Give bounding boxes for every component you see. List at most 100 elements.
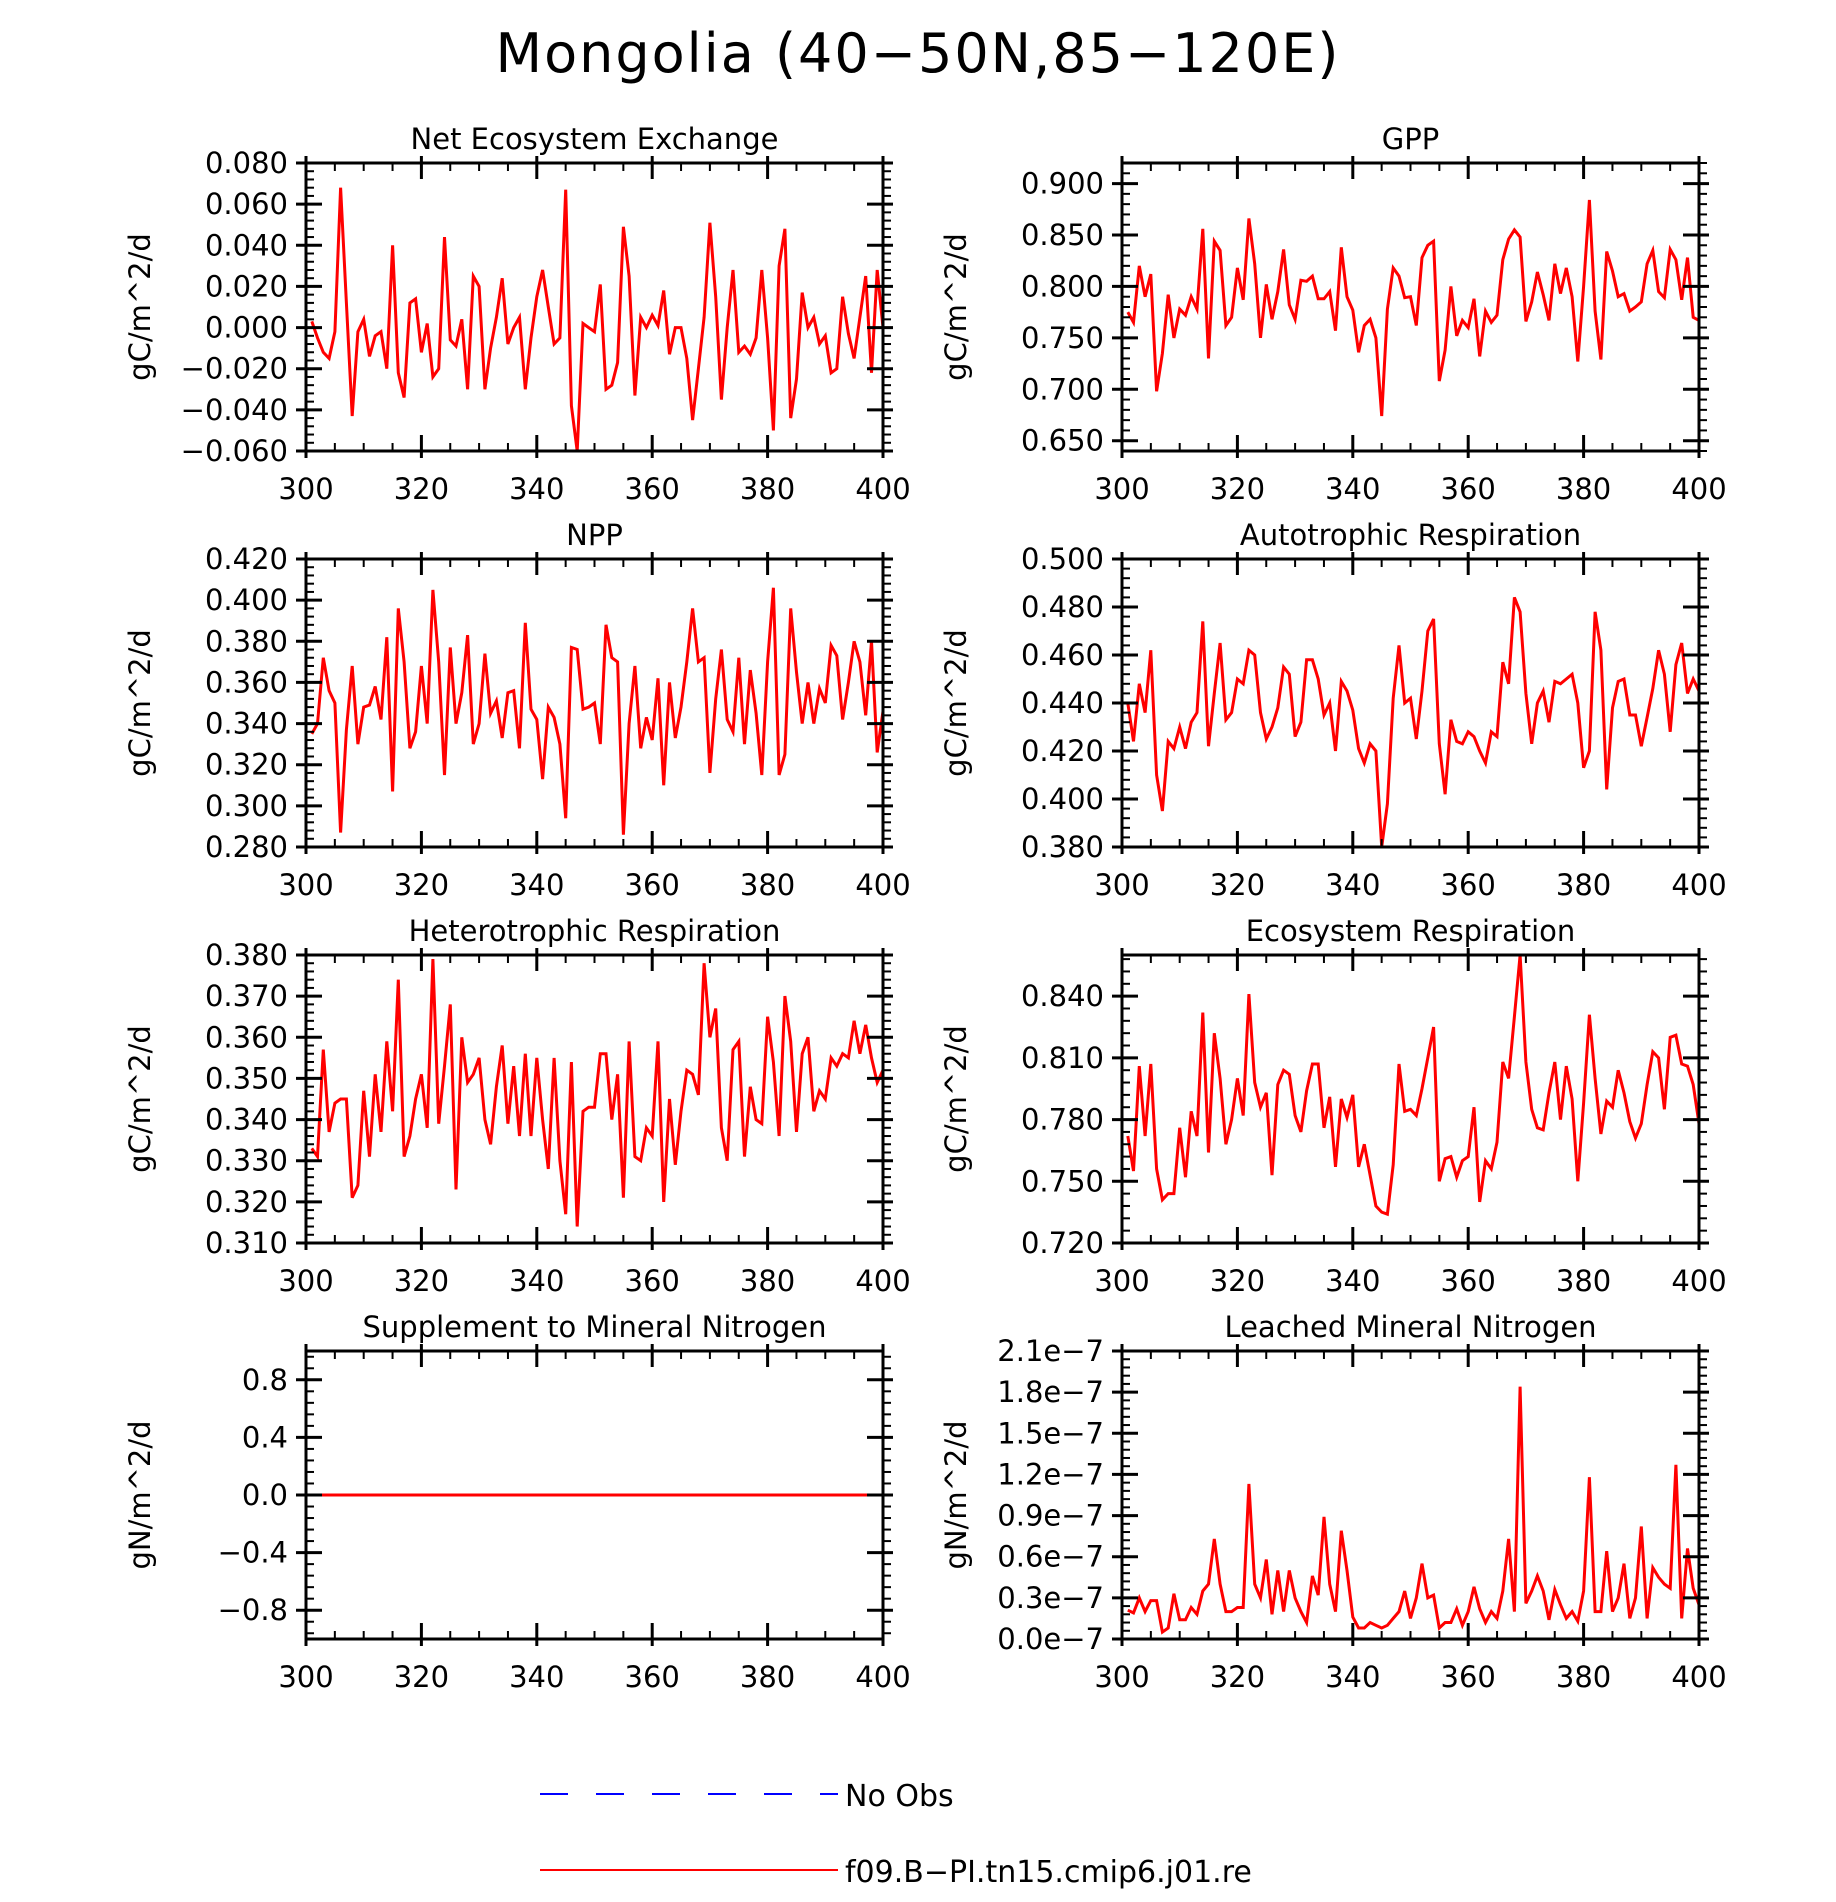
y-tick-label: 0.400 (205, 583, 288, 617)
x-tick-label: 320 (1210, 868, 1265, 902)
y-tick-label: 0.8 (242, 1363, 288, 1397)
y-tick-label: 0.060 (205, 187, 288, 221)
x-tick-label: 300 (278, 472, 333, 506)
x-tick-label: 340 (509, 868, 564, 902)
y-tick-label: 0.330 (205, 1144, 288, 1178)
y-tick-label: 0.840 (1021, 979, 1104, 1013)
series-line (1126, 596, 1701, 848)
y-tick-label: 0.9e−7 (997, 1499, 1104, 1533)
x-tick-label: 400 (855, 868, 910, 902)
x-tick-label: 400 (855, 1264, 910, 1298)
y-tick-label: 0.320 (205, 748, 288, 782)
y-tick-label: 0.3e−7 (997, 1581, 1104, 1615)
x-tick-label: 300 (1094, 472, 1149, 506)
x-tick-label: 300 (278, 1660, 333, 1694)
chart-panel-7: 300 320 340 360 380 400 −0.8 −0.4 0.0 0.4 0.8 Suppl… (123, 1310, 911, 1694)
series-line (1126, 199, 1700, 417)
figure-title: Mongolia (40−50N,85−120E) (495, 22, 1341, 85)
panel-title: Autotrophic Respiration (1240, 518, 1581, 552)
x-tick-label: 300 (1094, 1264, 1149, 1298)
x-tick-label: 360 (1441, 868, 1496, 902)
x-tick-label: 400 (1671, 472, 1726, 506)
x-tick-label: 360 (625, 472, 680, 506)
y-tick-label: 0.380 (205, 624, 288, 658)
y-tick-label: 0.420 (205, 542, 288, 576)
y-tick-label: 0.380 (1021, 830, 1104, 864)
x-tick-label: 320 (394, 1264, 449, 1298)
y-tick-label: 0.340 (205, 1103, 288, 1137)
x-tick-label: 300 (278, 868, 333, 902)
y-tick-label: 0.4 (242, 1420, 288, 1454)
y-tick-label: 0.0 (242, 1478, 288, 1512)
y-tick-label: 0.280 (205, 830, 288, 864)
y-tick-label: 0.370 (205, 979, 288, 1013)
panel-title: Ecosystem Respiration (1246, 914, 1576, 948)
x-tick-label: 340 (1325, 1660, 1380, 1694)
legend-model-label: f09.B−PI.tn15.cmip6.j01.re (845, 1855, 1252, 1890)
y-tick-label: 0.850 (1021, 218, 1104, 252)
y-tick-label: 0.460 (1021, 638, 1104, 672)
y-tick-label: −0.020 (181, 352, 288, 386)
y-tick-label: 0.750 (1021, 1164, 1104, 1198)
x-tick-label: 400 (855, 472, 910, 506)
y-tick-label: 1.8e−7 (997, 1375, 1104, 1409)
y-tick-label: 0.420 (1021, 734, 1104, 768)
x-tick-label: 300 (1094, 1660, 1149, 1694)
y-tick-label: 0.650 (1021, 424, 1104, 458)
x-tick-label: 360 (1441, 1660, 1496, 1694)
x-tick-label: 400 (1671, 1660, 1726, 1694)
series-line (1126, 954, 1701, 1217)
x-tick-label: 320 (1210, 472, 1265, 506)
y-tick-label: 0.720 (1021, 1226, 1104, 1260)
panel-title: Net Ecosystem Exchange (411, 122, 779, 156)
y-axis-label: gC/m^2/d (939, 1025, 973, 1173)
x-tick-label: 380 (1556, 1264, 1611, 1298)
x-tick-label: 380 (740, 1660, 795, 1694)
y-tick-label: 0.800 (1021, 269, 1104, 303)
series-line (1127, 1386, 1701, 1635)
x-tick-label: 380 (740, 472, 795, 506)
y-tick-label: −0.8 (218, 1593, 288, 1627)
x-tick-label: 340 (1325, 472, 1380, 506)
y-tick-label: 0.0e−7 (997, 1622, 1104, 1656)
y-axis-label: gC/m^2/d (939, 629, 973, 777)
plot-frame (304, 161, 885, 453)
y-tick-label: 0.040 (205, 228, 288, 262)
x-tick-label: 320 (394, 1660, 449, 1694)
x-tick-label: 400 (1671, 1264, 1726, 1298)
x-tick-label: 340 (1325, 868, 1380, 902)
y-tick-label: 0.000 (205, 311, 288, 345)
x-tick-label: 400 (855, 1660, 910, 1694)
x-tick-label: 380 (1556, 472, 1611, 506)
x-tick-label: 340 (1325, 1264, 1380, 1298)
x-tick-label: 360 (625, 1660, 680, 1694)
x-tick-label: 360 (625, 1264, 680, 1298)
y-tick-label: 0.480 (1021, 590, 1104, 624)
x-tick-label: 320 (1210, 1660, 1265, 1694)
x-tick-label: 360 (625, 868, 680, 902)
chart-panel-1: 300 320 340 360 380 400 −0.060 −0.040 −0.020 0.00… (123, 122, 911, 506)
y-tick-label: 0.310 (205, 1226, 288, 1260)
x-tick-label: 340 (509, 1660, 564, 1694)
chart-panel-3: 300 320 340 360 380 400 0.280 0.300 0.320 0.340 0.… (123, 518, 911, 902)
y-tick-label: 2.1e−7 (997, 1334, 1104, 1368)
x-tick-label: 340 (509, 1264, 564, 1298)
y-tick-label: 1.5e−7 (997, 1416, 1104, 1450)
y-tick-label: −0.060 (181, 434, 288, 468)
y-tick-label: 0.440 (1021, 686, 1104, 720)
y-tick-label: 0.320 (205, 1185, 288, 1219)
series-line (310, 587, 885, 835)
y-axis-label: gN/m^2/d (939, 1420, 973, 1569)
panel-title: Leached Mineral Nitrogen (1224, 1310, 1596, 1344)
chart-panel-6: 300 320 340 360 380 400 0.720 0.750 0.780 0.810 0.… (939, 914, 1727, 1298)
panel-title: GPP (1382, 122, 1439, 156)
y-tick-label: 0.360 (205, 1020, 288, 1054)
x-tick-label: 360 (1441, 1264, 1496, 1298)
y-tick-label: −0.040 (181, 393, 288, 427)
y-tick-label: −0.4 (218, 1536, 288, 1570)
chart-panel-5: 300 320 340 360 380 400 0.310 0.320 0.330 0.340 0.… (123, 914, 911, 1298)
y-tick-label: 0.700 (1021, 372, 1104, 406)
x-tick-label: 360 (1441, 472, 1496, 506)
series-line (310, 959, 885, 1227)
